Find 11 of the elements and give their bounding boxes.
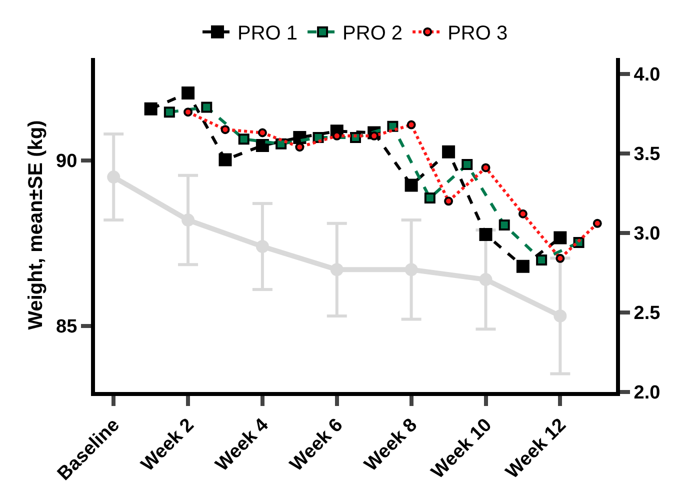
y2-tick-label: 2.0	[634, 382, 660, 404]
y2-tick-label: 3.0	[634, 224, 660, 245]
y2-tick-label: 3.5	[634, 144, 661, 166]
y2-tick-label: 4.0	[634, 64, 660, 86]
legend-label: PRO 3	[448, 22, 508, 45]
y-tick-label: 85	[56, 316, 78, 338]
y-tick-label: 90	[56, 151, 78, 172]
legend-label: PRO 1	[238, 22, 298, 45]
y2-tick-label: 2.5	[634, 303, 661, 324]
y-axis-title: Weight, mean±SE (kg)	[25, 120, 47, 330]
legend-label: PRO 2	[342, 22, 403, 45]
